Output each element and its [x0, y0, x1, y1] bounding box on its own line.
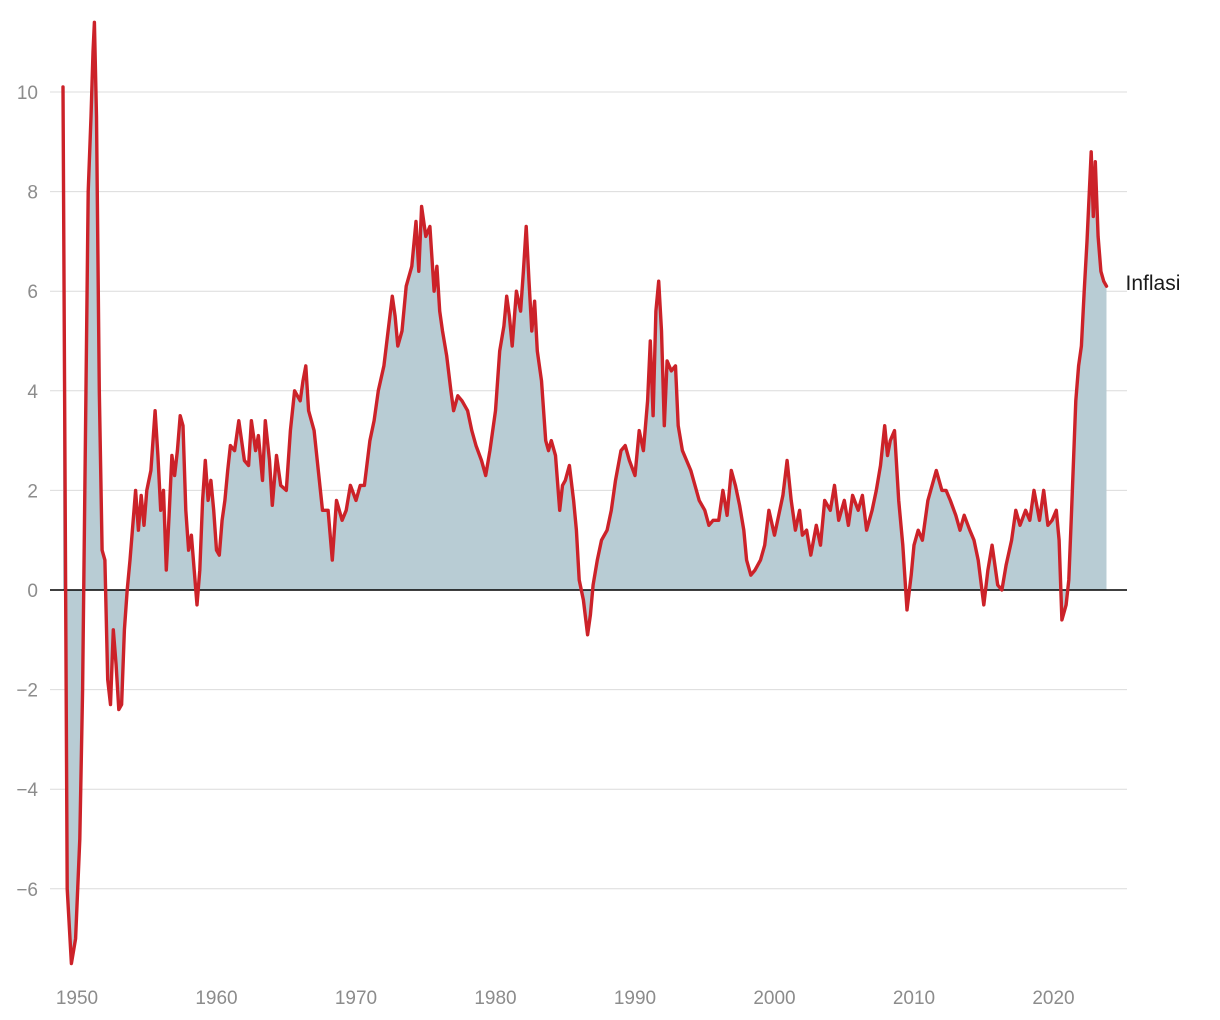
line-layer: [61, 20, 1109, 966]
y-tick-label: 8: [27, 183, 38, 204]
area-layer: [63, 22, 1107, 964]
y-tick-label: 6: [27, 282, 38, 303]
y-tick-label: −4: [16, 780, 38, 801]
series-label-inflasi: Inflasi: [1126, 272, 1181, 295]
x-tick-label: 2000: [753, 988, 795, 1009]
x-tick-label: 1990: [614, 988, 656, 1009]
y-tick-label: 2: [27, 481, 38, 502]
x-tick-label: 1970: [335, 988, 377, 1009]
x-tick-label: 2010: [893, 988, 935, 1009]
series-area-inflasi: [63, 22, 1107, 964]
x-tick-label: 1980: [474, 988, 516, 1009]
y-tick-label: −2: [16, 681, 38, 702]
y-tick-label: 4: [27, 382, 38, 403]
series-line-inflasi: [61, 20, 1109, 966]
x-tick-label: 1960: [195, 988, 237, 1009]
x-axis-ticks: 1950 1960 1970 1980 1990 2000 2010 2020: [56, 988, 1075, 1009]
x-tick-label: 1950: [56, 988, 98, 1009]
y-axis-ticks: 10 8 6 4 2 0 −2 −4 −6: [16, 83, 38, 901]
y-tick-label: −6: [16, 880, 38, 901]
x-tick-label: 2020: [1032, 988, 1074, 1009]
y-tick-label: 10: [17, 83, 38, 104]
y-tick-label: 0: [27, 581, 38, 602]
